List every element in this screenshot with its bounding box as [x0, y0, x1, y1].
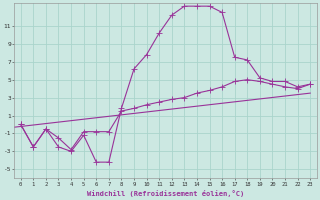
X-axis label: Windchill (Refroidissement éolien,°C): Windchill (Refroidissement éolien,°C): [87, 190, 244, 197]
